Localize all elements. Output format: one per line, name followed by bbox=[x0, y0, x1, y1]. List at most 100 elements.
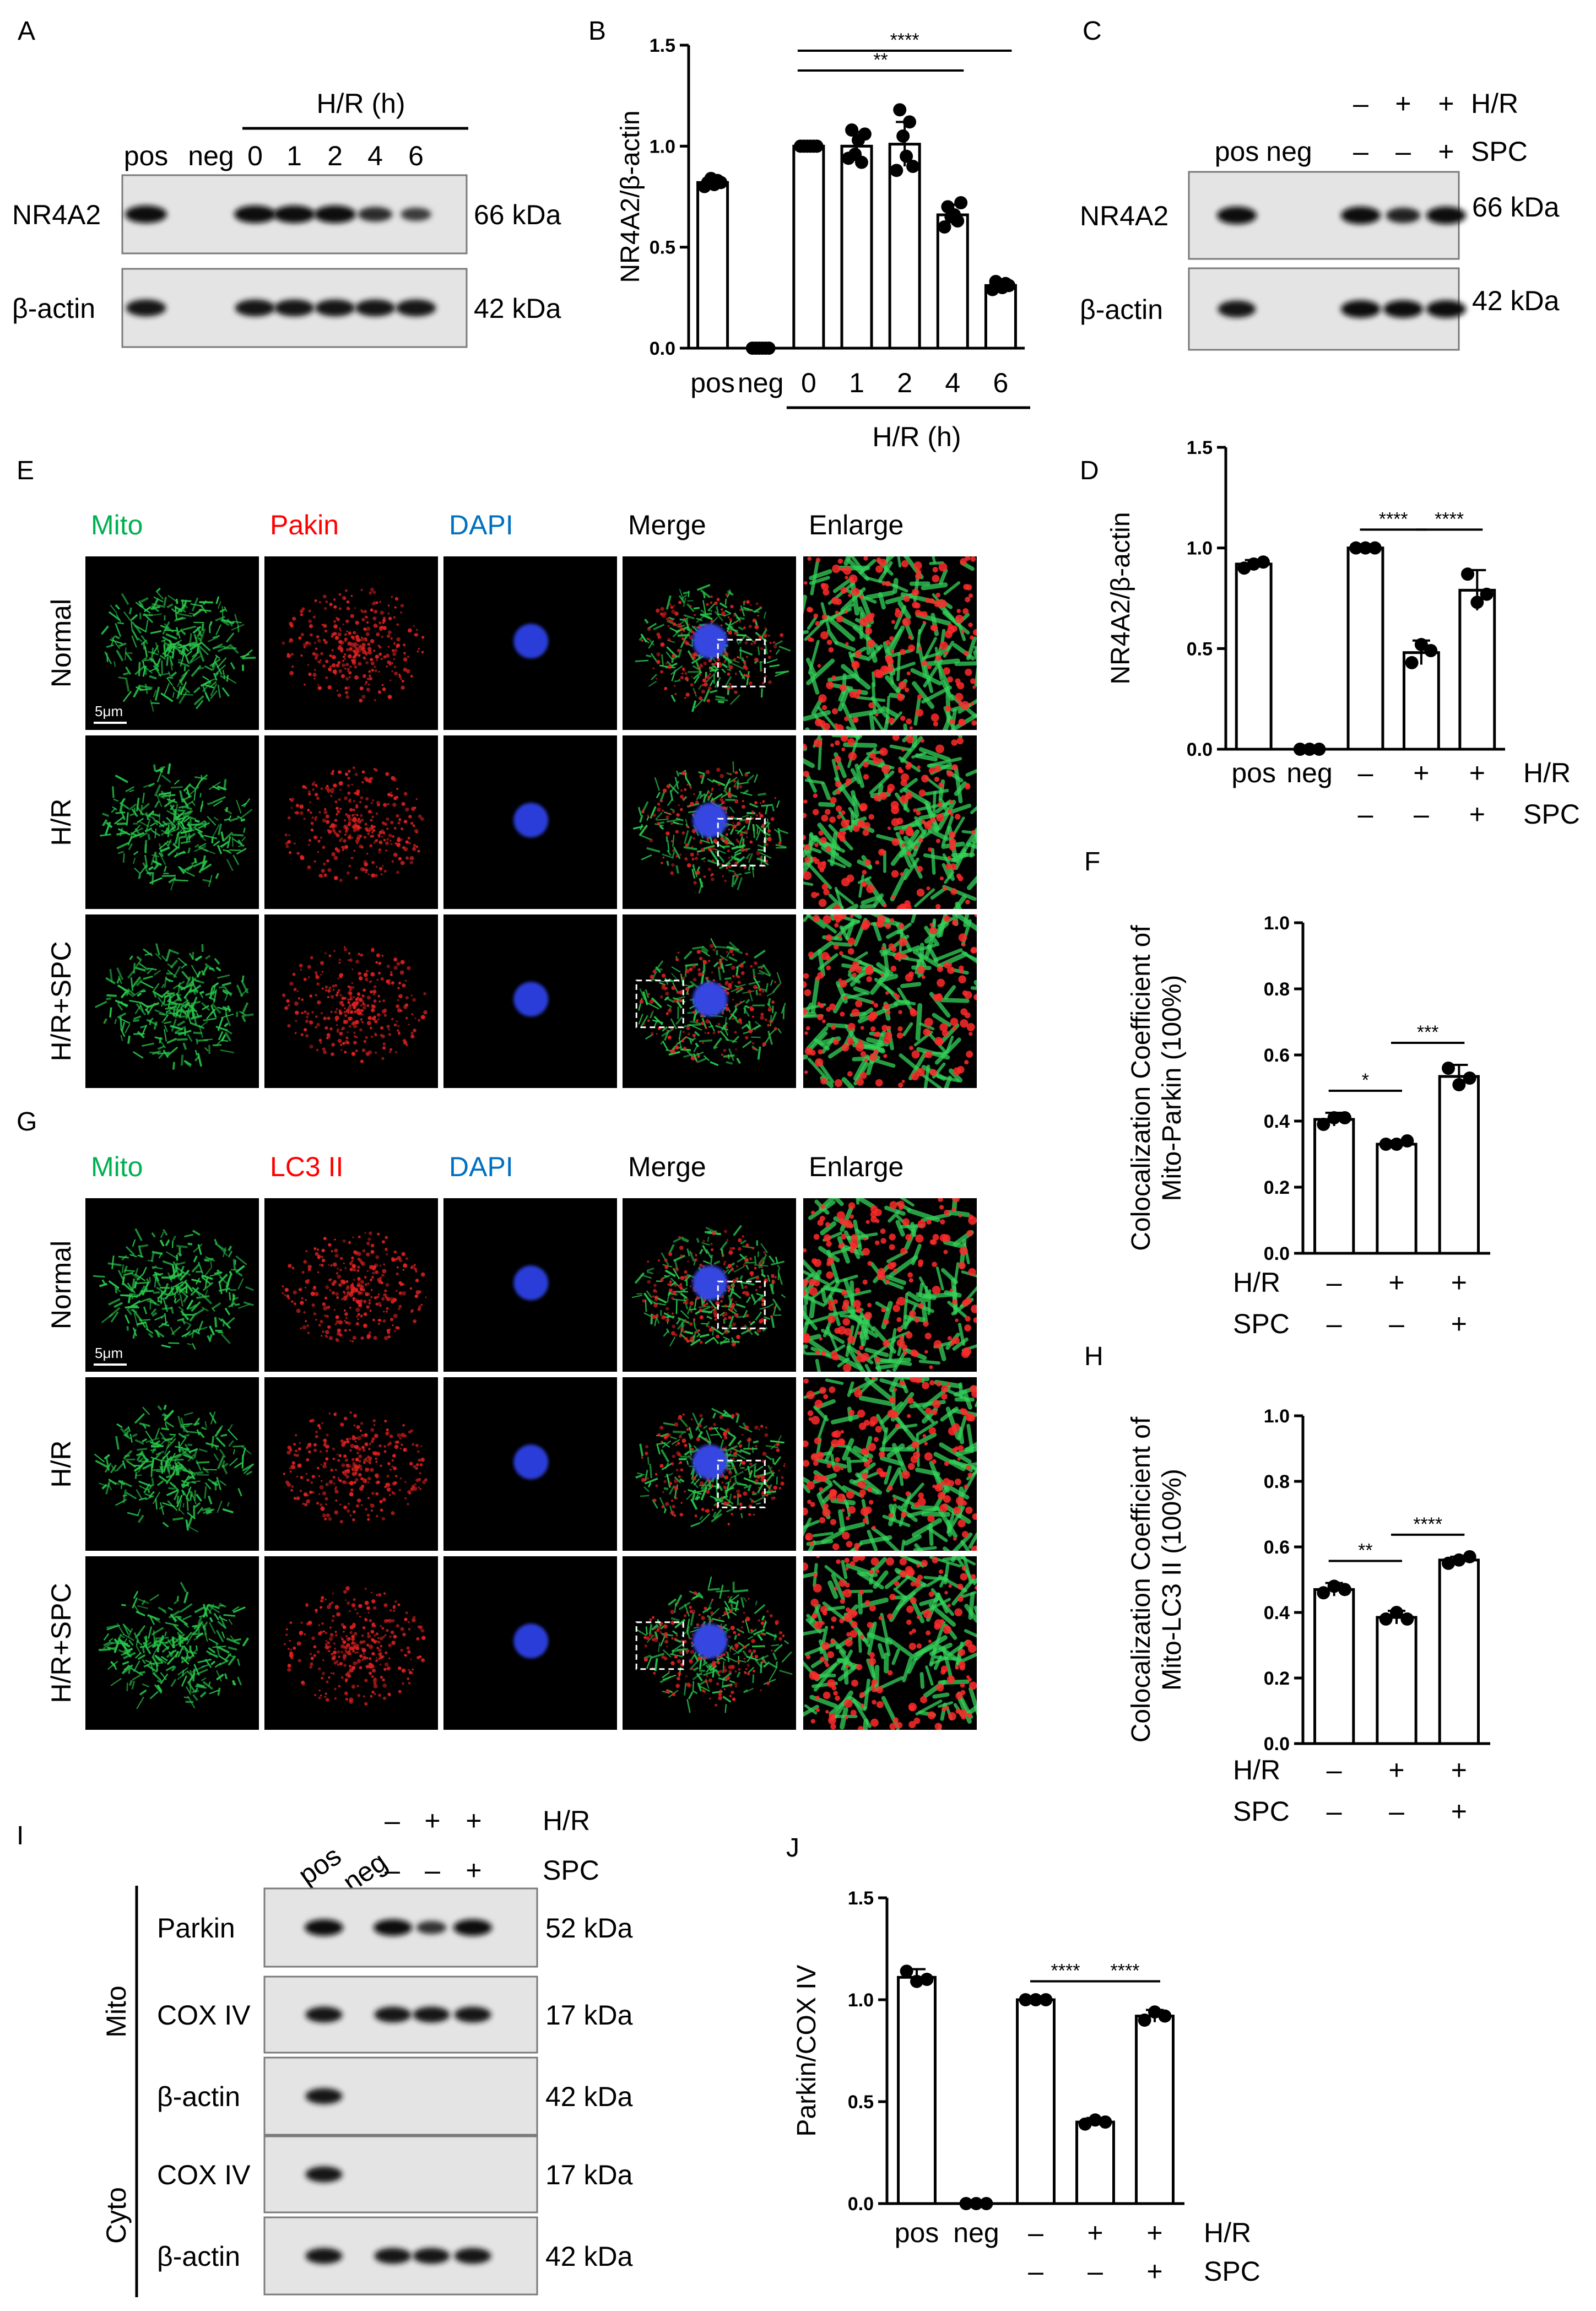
mito-fiber bbox=[769, 664, 780, 668]
puncta bbox=[369, 844, 373, 848]
mito-fiber bbox=[144, 606, 152, 613]
puncta bbox=[690, 852, 694, 857]
puncta bbox=[803, 743, 807, 750]
puncta bbox=[288, 641, 290, 643]
mito-fiber bbox=[172, 692, 175, 698]
mito-fiber bbox=[686, 1305, 692, 1315]
mito-fiber bbox=[174, 1298, 177, 1303]
puncta bbox=[958, 933, 967, 942]
puncta bbox=[780, 633, 784, 637]
mito-fiber bbox=[775, 649, 780, 655]
puncta bbox=[853, 662, 858, 667]
panel-letter-C: C bbox=[1083, 17, 1102, 46]
puncta bbox=[380, 873, 383, 875]
row-label: Normal bbox=[46, 599, 77, 688]
puncta bbox=[897, 767, 902, 771]
puncta bbox=[310, 956, 313, 960]
puncta bbox=[728, 857, 731, 859]
mito-fiber bbox=[693, 1053, 698, 1062]
blot-band bbox=[454, 2006, 491, 2023]
mito-fiber bbox=[170, 959, 178, 969]
puncta bbox=[327, 868, 332, 872]
mito-fiber bbox=[662, 1026, 668, 1032]
micrograph-content bbox=[803, 735, 977, 909]
puncta bbox=[705, 1026, 707, 1029]
puncta bbox=[757, 614, 760, 617]
mito-fiber bbox=[729, 694, 740, 705]
mito-fiber bbox=[225, 1013, 231, 1026]
puncta bbox=[369, 981, 371, 983]
mito-fiber bbox=[652, 1019, 663, 1024]
puncta bbox=[338, 798, 341, 801]
mito-fiber bbox=[177, 1318, 185, 1322]
mito-fiber bbox=[174, 803, 178, 818]
puncta bbox=[886, 658, 894, 665]
puncta bbox=[758, 812, 761, 815]
mito-fiber bbox=[778, 645, 791, 652]
puncta bbox=[398, 1291, 402, 1295]
puncta bbox=[966, 1051, 973, 1058]
mito-fiber bbox=[207, 636, 218, 642]
puncta bbox=[744, 773, 748, 777]
puncta bbox=[891, 870, 899, 878]
puncta bbox=[690, 605, 692, 607]
blot-band bbox=[1218, 300, 1256, 318]
puncta bbox=[672, 654, 675, 658]
mito-fiber bbox=[739, 1275, 743, 1280]
puncta bbox=[712, 979, 716, 982]
mito-fiber bbox=[176, 628, 183, 635]
puncta bbox=[677, 648, 681, 653]
puncta bbox=[408, 815, 412, 819]
puncta bbox=[345, 695, 350, 699]
puncta bbox=[902, 618, 911, 627]
puncta bbox=[845, 576, 848, 580]
mito-fiber bbox=[740, 791, 753, 797]
puncta bbox=[750, 965, 753, 968]
puncta bbox=[398, 673, 401, 676]
puncta bbox=[343, 1020, 347, 1024]
puncta bbox=[704, 1032, 707, 1034]
mito-fiber bbox=[701, 1242, 711, 1246]
puncta bbox=[685, 987, 689, 991]
puncta bbox=[660, 607, 664, 611]
puncta bbox=[699, 956, 703, 961]
puncta bbox=[344, 668, 347, 670]
puncta bbox=[926, 886, 930, 891]
puncta bbox=[760, 1260, 764, 1264]
mito-fiber bbox=[222, 989, 233, 995]
mito-fiber bbox=[736, 1057, 741, 1064]
puncta bbox=[382, 1269, 387, 1274]
mito-fiber bbox=[243, 827, 246, 833]
puncta bbox=[348, 1242, 351, 1244]
puncta bbox=[848, 593, 852, 597]
mito-fiber bbox=[194, 819, 200, 823]
mito-fiber bbox=[148, 1002, 160, 1008]
mito-fiber bbox=[198, 822, 210, 830]
puncta bbox=[916, 810, 921, 816]
puncta bbox=[700, 664, 704, 668]
puncta bbox=[396, 795, 399, 799]
puncta bbox=[392, 652, 397, 656]
mito-fiber bbox=[139, 832, 148, 838]
puncta bbox=[673, 684, 676, 687]
mito-fiber bbox=[165, 978, 174, 983]
puncta bbox=[723, 1317, 727, 1320]
puncta bbox=[378, 835, 381, 838]
mito-fiber bbox=[817, 706, 839, 730]
mito-fiber bbox=[183, 687, 191, 694]
puncta bbox=[343, 1319, 346, 1322]
puncta bbox=[350, 997, 353, 1001]
puncta bbox=[770, 817, 775, 821]
puncta bbox=[699, 1308, 703, 1313]
puncta bbox=[831, 708, 838, 715]
mito-fiber bbox=[830, 832, 838, 867]
mito-fiber bbox=[672, 835, 675, 847]
mito-fiber bbox=[740, 673, 745, 680]
puncta bbox=[730, 604, 734, 609]
puncta bbox=[371, 603, 375, 605]
mito-fiber bbox=[151, 813, 161, 818]
puncta bbox=[695, 1296, 700, 1300]
mito-fiber bbox=[712, 1328, 715, 1336]
puncta bbox=[374, 609, 378, 614]
mito-fiber bbox=[954, 848, 967, 870]
